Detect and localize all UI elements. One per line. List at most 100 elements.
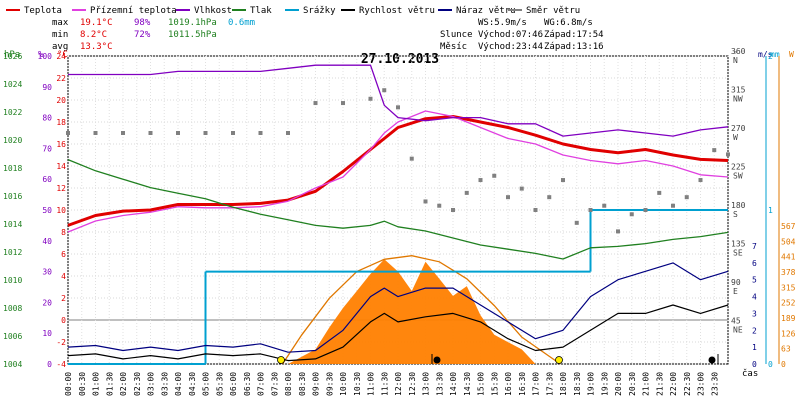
x-axis-title: čas (742, 368, 758, 379)
direction-point (286, 131, 290, 135)
temp-tick-label: 0 (61, 316, 66, 325)
direction-tick-value: 135 (731, 240, 746, 249)
direction-point (643, 208, 648, 212)
x-tick-label: 09:00 (312, 372, 321, 396)
legend: Teplota Přízemní teplota Vlhkost Tlak Srážky… (6, 6, 580, 16)
stats-max-press: 1019.1hPa (168, 18, 217, 28)
x-tick-label: 06:00 (229, 372, 238, 396)
x-tick-label: 02:00 (119, 372, 128, 396)
info-moon-set: Západ:13:16 (544, 42, 604, 52)
series-line (68, 64, 729, 137)
temp-tick-label: 4 (61, 272, 66, 281)
x-tick-label: 05:00 (202, 372, 211, 396)
legend-label: Náraz větru (456, 6, 516, 16)
stats-avg-label: avg (52, 42, 68, 52)
direction-tick-value: 225 (731, 163, 746, 172)
series-line (67, 304, 729, 362)
x-tick-label: 12:00 (394, 372, 403, 396)
temp-tick-label: 16 (56, 140, 66, 149)
x-tick-label: 01:30 (105, 372, 114, 396)
radiation-tick-label: 504 (781, 237, 796, 246)
solar-radiation-area (288, 259, 536, 364)
x-tick-label: 09:30 (325, 372, 334, 396)
x-tick-label: 17:00 (532, 372, 541, 396)
x-tick-label: 23:00 (697, 372, 706, 396)
precip-tick-label: 1 (768, 206, 773, 215)
info-moon-rise: Východ:23:44 (478, 42, 543, 52)
direction-point (616, 229, 620, 234)
legend-label: Přízemní teplota (90, 6, 177, 16)
direction-point (478, 178, 483, 183)
direction-tick-label: NW (733, 95, 743, 104)
direction-point (66, 131, 70, 135)
x-tick-label: 23:30 (710, 372, 719, 396)
direction-point (712, 148, 717, 153)
info-moon-label: Měsíc (440, 42, 467, 52)
series-line (67, 158, 729, 260)
x-tick-label: 06:30 (243, 372, 252, 396)
pressure-tick-label: 1022 (3, 108, 22, 117)
direction-point (341, 101, 345, 106)
pressure-axis-unit: hPa (4, 50, 20, 60)
direction-point (93, 131, 98, 135)
x-tick-label: 03:30 (160, 372, 169, 396)
humidity-tick-label: 70 (42, 144, 52, 153)
direction-point (231, 131, 235, 135)
x-tick-label: 17:30 (545, 372, 554, 396)
temp-tick-label: 8 (61, 228, 66, 237)
pressure-tick-label: 1012 (3, 248, 22, 257)
temp-tick-label: 10 (56, 206, 66, 215)
radiation-tick-label: 441 (781, 253, 796, 262)
clear-sky-radiation-line (281, 255, 561, 365)
temp-tick-label: 22 (56, 74, 66, 83)
x-tick-label: 03:00 (147, 372, 156, 396)
sunset-marker (555, 356, 563, 364)
direction-point (547, 195, 552, 200)
info-sun-set: Západ:17:54 (544, 30, 604, 40)
direction-tick-label: SE (733, 249, 743, 258)
x-tick-label: 11:30 (380, 372, 389, 396)
x-tick-label: 07:30 (270, 372, 279, 396)
speed-tick-label: 3 (752, 309, 757, 318)
x-tick-label: 16:30 (518, 372, 527, 396)
x-tick-label: 02:30 (133, 372, 142, 396)
x-tick-label: 19:00 (587, 372, 596, 396)
direction-point (313, 101, 318, 106)
stats-avg-temp: 13.3°C (80, 42, 113, 52)
direction-tick-label: S (733, 210, 738, 219)
stats-max-hum: 98% (134, 18, 151, 28)
x-tick-label: 16:00 (504, 372, 513, 396)
speed-tick-label: 0 (752, 360, 757, 369)
direction-tick-value: 360 (731, 47, 746, 56)
info-ws: WS:5.9m/s (478, 18, 527, 28)
radiation-axis-unit: W (789, 50, 794, 59)
legend-label: Teplota (24, 6, 62, 16)
humidity-tick-label: 20 (42, 298, 52, 307)
direction-point (396, 105, 400, 110)
humidity-tick-label: 30 (42, 268, 52, 277)
speed-tick-label: 7 (752, 242, 757, 251)
humidity-tick-label: 80 (42, 114, 52, 123)
legend-label: Tlak (250, 6, 272, 16)
x-tick-label: 14:30 (463, 372, 472, 396)
humidity-tick-label: 90 (42, 83, 52, 92)
info-wg: WG:6.8m/s (544, 18, 593, 28)
direction-point (368, 96, 373, 101)
pressure-tick-label: 1008 (3, 304, 22, 313)
chart-title: 27.10.2013 (361, 52, 439, 67)
speed-tick-label: 5 (752, 276, 757, 285)
humidity-tick-label: 10 (42, 329, 52, 338)
temp-tick-label: 12 (56, 184, 66, 193)
series-line (67, 110, 729, 233)
direction-tick-value: 45 (731, 317, 741, 326)
x-tick-label: 21:00 (642, 372, 651, 396)
pressure-tick-label: 1024 (3, 80, 22, 89)
x-tick-label: 18:30 (573, 372, 582, 396)
x-tick-label: 04:30 (188, 372, 197, 396)
temp-axis-unit: °C (57, 50, 68, 60)
pressure-tick-label: 1016 (3, 192, 22, 201)
x-tick-label: 04:00 (174, 372, 183, 396)
direction-point (726, 152, 730, 157)
stats-max-temp: 19.1°C (80, 18, 113, 28)
temp-tick-label: 24 (56, 52, 66, 61)
